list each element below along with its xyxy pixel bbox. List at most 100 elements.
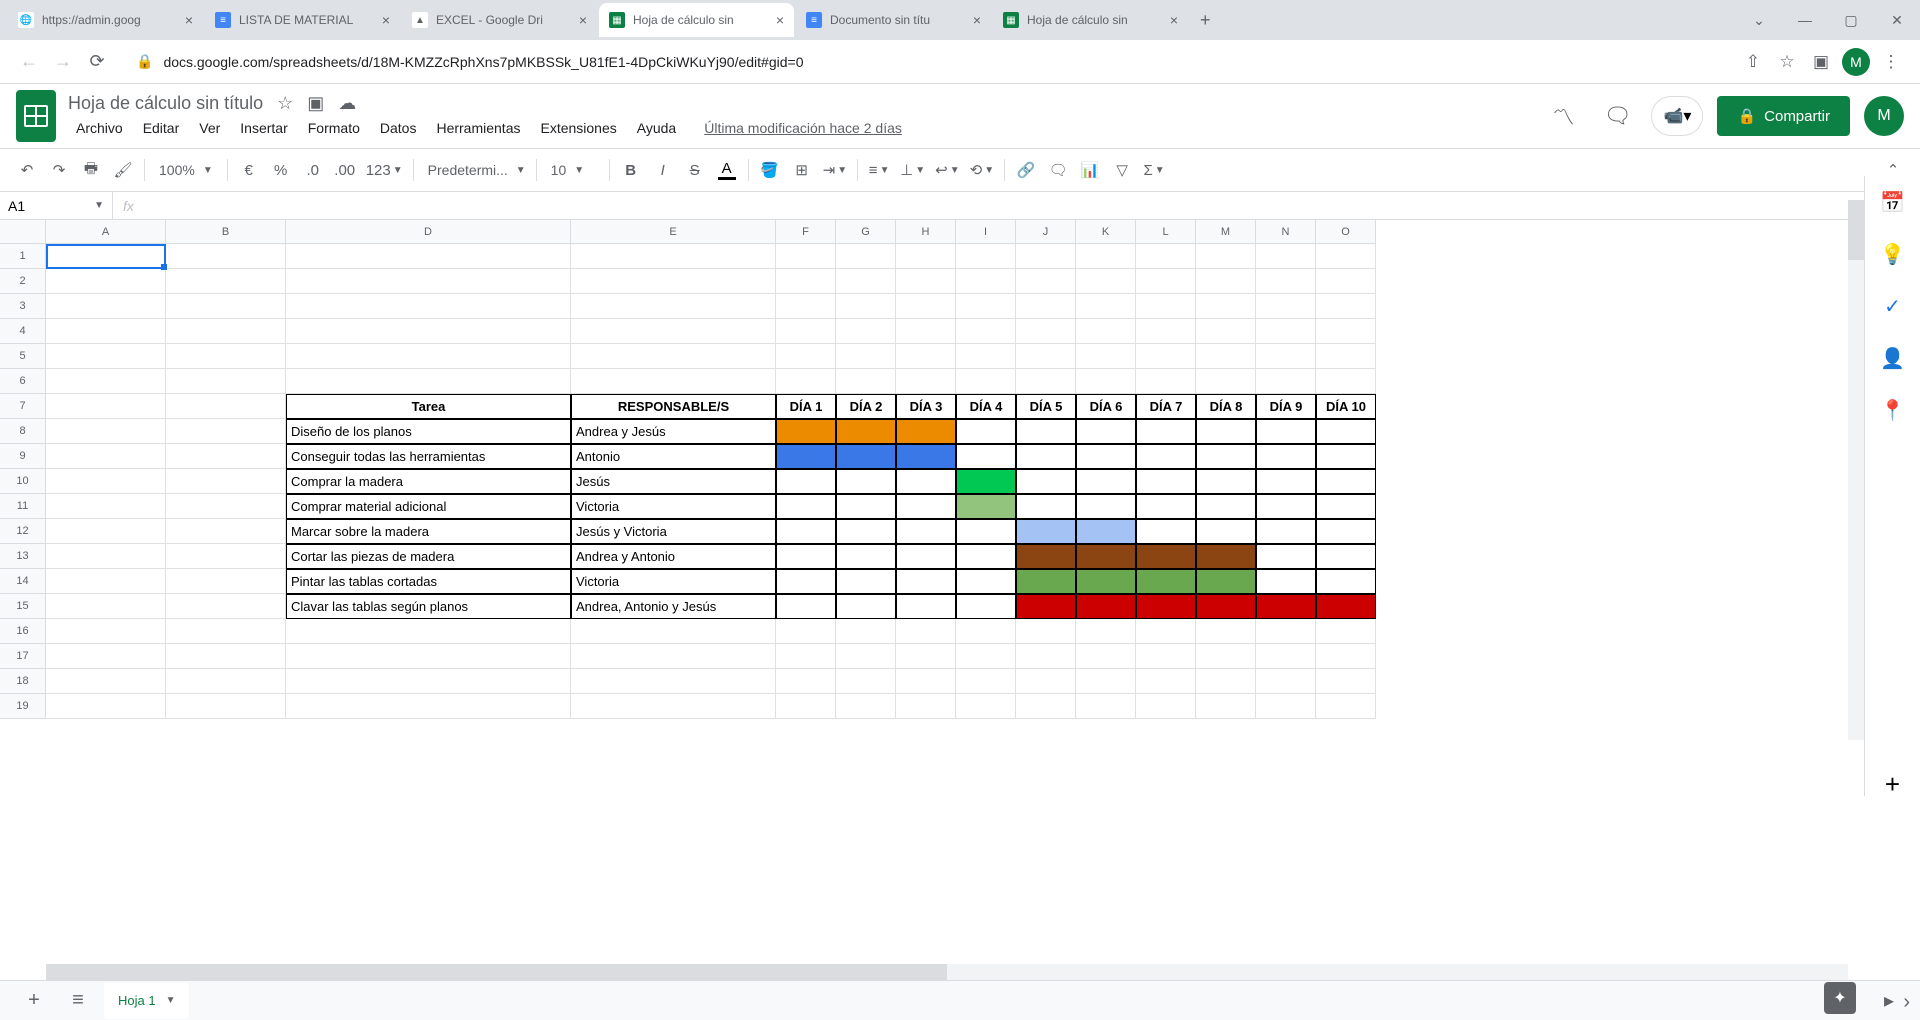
- horizontal-scrollbar[interactable]: [46, 964, 1848, 980]
- cell[interactable]: [1076, 444, 1136, 469]
- cell[interactable]: [896, 544, 956, 569]
- cell[interactable]: [46, 269, 166, 294]
- menu-ver[interactable]: Ver: [191, 116, 228, 140]
- cell[interactable]: [571, 669, 776, 694]
- row-header[interactable]: 19: [0, 694, 46, 719]
- column-header[interactable]: L: [1136, 220, 1196, 244]
- menu-archivo[interactable]: Archivo: [68, 116, 131, 140]
- italic-button[interactable]: I: [648, 155, 678, 185]
- sheets-logo-icon[interactable]: [16, 90, 56, 142]
- redo-button[interactable]: ↷: [44, 155, 74, 185]
- cell[interactable]: [1136, 694, 1196, 719]
- cell[interactable]: [46, 369, 166, 394]
- contacts-icon[interactable]: 👤: [1881, 346, 1905, 370]
- cell[interactable]: [1196, 594, 1256, 619]
- cell[interactable]: [956, 369, 1016, 394]
- cell[interactable]: [1316, 369, 1376, 394]
- cell[interactable]: [571, 644, 776, 669]
- cell[interactable]: [46, 319, 166, 344]
- cell[interactable]: [1196, 344, 1256, 369]
- cell[interactable]: [1256, 369, 1316, 394]
- cell[interactable]: [1136, 419, 1196, 444]
- doc-title[interactable]: Hoja de cálculo sin título: [68, 93, 263, 114]
- cell[interactable]: [1136, 244, 1196, 269]
- formula-input[interactable]: [144, 192, 1920, 219]
- undo-button[interactable]: ↶: [12, 155, 42, 185]
- cell[interactable]: [896, 319, 956, 344]
- chart-button[interactable]: 📊: [1075, 155, 1105, 185]
- cell[interactable]: [1076, 544, 1136, 569]
- row-header[interactable]: 12: [0, 519, 46, 544]
- row-header[interactable]: 15: [0, 594, 46, 619]
- cell[interactable]: [836, 594, 896, 619]
- row-header[interactable]: 3: [0, 294, 46, 319]
- close-icon[interactable]: ×: [1170, 12, 1178, 28]
- cell[interactable]: [956, 519, 1016, 544]
- cell[interactable]: [1016, 419, 1076, 444]
- cell[interactable]: [896, 294, 956, 319]
- cell[interactable]: DÍA 5: [1016, 394, 1076, 419]
- name-box[interactable]: A1 ▼: [0, 192, 113, 219]
- cell[interactable]: [166, 344, 286, 369]
- cell[interactable]: [1016, 544, 1076, 569]
- cell[interactable]: [1076, 244, 1136, 269]
- browser-tab[interactable]: ▦Hoja de cálculo sin×: [599, 3, 794, 37]
- last-edit[interactable]: Última modificación hace 2 días: [696, 116, 910, 140]
- cell[interactable]: [46, 244, 166, 269]
- cell[interactable]: [1136, 269, 1196, 294]
- meet-button[interactable]: 📹▾: [1651, 96, 1703, 136]
- valign-button[interactable]: ⊥▼: [896, 155, 929, 185]
- cell[interactable]: [166, 694, 286, 719]
- browser-tab[interactable]: 🌐https://admin.goog×: [8, 3, 203, 37]
- cell[interactable]: [836, 694, 896, 719]
- spreadsheet-grid[interactable]: ABDEFGHIJKLMNO 1234567891011121314151617…: [0, 220, 1920, 750]
- fill-color-button[interactable]: 🪣: [755, 155, 785, 185]
- cell[interactable]: [836, 244, 896, 269]
- cell[interactable]: [46, 669, 166, 694]
- cell[interactable]: [1316, 644, 1376, 669]
- cell[interactable]: [836, 644, 896, 669]
- cell[interactable]: [896, 569, 956, 594]
- cell[interactable]: [776, 619, 836, 644]
- cell[interactable]: [896, 369, 956, 394]
- cell[interactable]: [1196, 544, 1256, 569]
- cell[interactable]: [46, 644, 166, 669]
- cell[interactable]: [166, 519, 286, 544]
- row-header[interactable]: 17: [0, 644, 46, 669]
- text-color-button[interactable]: A: [712, 155, 742, 185]
- cell[interactable]: [1196, 444, 1256, 469]
- font-select[interactable]: Predetermi...▼: [420, 155, 530, 185]
- cell[interactable]: [956, 644, 1016, 669]
- cell[interactable]: [1076, 369, 1136, 394]
- cell[interactable]: [1016, 494, 1076, 519]
- new-tab-button[interactable]: +: [1190, 10, 1221, 31]
- cell[interactable]: [776, 419, 836, 444]
- cell[interactable]: [1196, 519, 1256, 544]
- cell[interactable]: [166, 544, 286, 569]
- cell[interactable]: Conseguir todas las herramientas: [286, 444, 571, 469]
- cell[interactable]: [1016, 344, 1076, 369]
- row-header[interactable]: 9: [0, 444, 46, 469]
- cell[interactable]: DÍA 1: [776, 394, 836, 419]
- cell[interactable]: [1256, 469, 1316, 494]
- profile-avatar[interactable]: M: [1842, 48, 1870, 76]
- cell[interactable]: [1196, 619, 1256, 644]
- menu-formato[interactable]: Formato: [300, 116, 368, 140]
- select-all-corner[interactable]: [0, 220, 46, 244]
- cell[interactable]: [1136, 469, 1196, 494]
- row-header[interactable]: 18: [0, 669, 46, 694]
- cell[interactable]: [1316, 694, 1376, 719]
- cell[interactable]: [1316, 569, 1376, 594]
- cell[interactable]: [286, 319, 571, 344]
- menu-insertar[interactable]: Insertar: [232, 116, 295, 140]
- cell[interactable]: [46, 294, 166, 319]
- cell[interactable]: [1316, 469, 1376, 494]
- cell[interactable]: [956, 269, 1016, 294]
- chrome-menu-icon[interactable]: ⋮: [1874, 45, 1908, 79]
- cell[interactable]: [956, 344, 1016, 369]
- column-header[interactable]: B: [166, 220, 286, 244]
- column-header[interactable]: O: [1316, 220, 1376, 244]
- cell[interactable]: [896, 694, 956, 719]
- url-input[interactable]: 🔒 docs.google.com/spreadsheets/d/18M-KMZ…: [122, 45, 1728, 79]
- cell[interactable]: [166, 244, 286, 269]
